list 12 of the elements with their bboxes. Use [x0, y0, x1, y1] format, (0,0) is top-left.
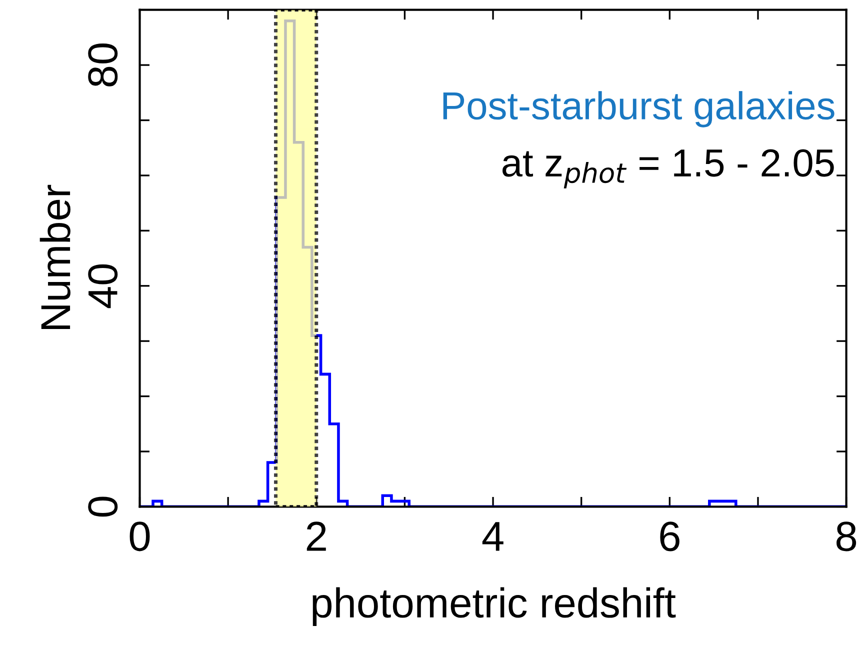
- annotation: at z$_{phot}$ = 1.5 - 2.05: [502, 149, 834, 188]
- x-axis-title: photometric redshift: [312, 587, 676, 626]
- x-tick-label: 2: [306, 522, 326, 551]
- y-axis-title: Number: [40, 184, 70, 329]
- y-tick-label: 80: [88, 44, 118, 86]
- y-tick-label: 0: [88, 496, 118, 517]
- x-tick-label: 6: [660, 522, 680, 552]
- annotation: Post-starburst galaxies: [443, 91, 834, 128]
- x-tick-label: 8: [836, 522, 856, 552]
- x-tick-label: 0: [130, 522, 150, 552]
- y-tick-label: 40: [88, 264, 118, 308]
- x-tick-label: 4: [482, 522, 504, 551]
